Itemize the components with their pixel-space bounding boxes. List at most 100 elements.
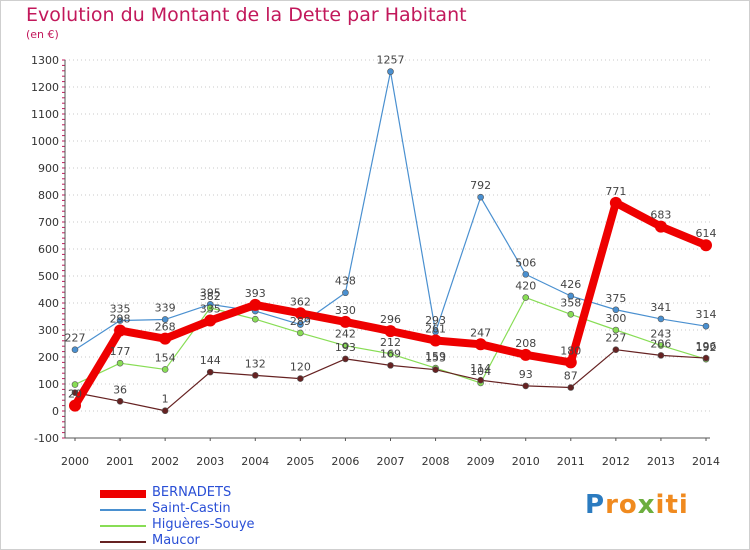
data-label: 330 — [335, 304, 356, 317]
chart-subtitle: (en €) — [26, 28, 59, 41]
data-label: 177 — [110, 345, 131, 358]
data-label: 208 — [515, 337, 536, 350]
data-point — [384, 325, 397, 338]
y-tick-label: 600 — [38, 243, 59, 256]
y-tick-label: 1200 — [31, 81, 59, 94]
data-point — [161, 316, 169, 323]
data-label: 771 — [605, 185, 626, 198]
data-point — [564, 356, 577, 369]
data-label: 36 — [113, 383, 127, 396]
y-tick-label: 900 — [38, 162, 59, 175]
data-label: 261 — [425, 323, 446, 336]
data-point — [654, 220, 667, 233]
y-tick-label: 700 — [38, 216, 59, 229]
data-point — [294, 307, 307, 320]
data-point — [657, 315, 665, 323]
data-point — [116, 397, 124, 405]
data-point — [567, 292, 575, 300]
x-tick-label: 2012 — [602, 455, 630, 468]
data-point — [159, 332, 172, 345]
legend-label: Maucor — [152, 533, 200, 548]
data-label: 506 — [515, 256, 536, 269]
data-point — [69, 399, 81, 412]
data-label: 314 — [696, 308, 717, 321]
legend-swatch — [100, 490, 146, 498]
y-tick-label: -100 — [34, 432, 59, 445]
x-tick-label: 2009 — [467, 455, 495, 468]
data-point — [700, 239, 712, 252]
legend-label: Saint-Castin — [152, 501, 231, 516]
y-tick-label: 1100 — [31, 108, 59, 121]
data-label: 193 — [335, 341, 356, 354]
x-tick-label: 2011 — [557, 455, 585, 468]
data-label: 289 — [290, 315, 311, 328]
x-tick-label: 2004 — [241, 455, 269, 468]
data-point — [567, 311, 575, 318]
data-label: 1 — [162, 393, 169, 406]
data-label: 154 — [155, 351, 176, 364]
x-tick-label: 2003 — [196, 455, 224, 468]
data-label: 247 — [470, 326, 491, 339]
data-label: 132 — [245, 357, 266, 370]
data-point — [116, 317, 124, 324]
data-label: 293 — [425, 314, 446, 327]
x-tick-label: 2000 — [61, 455, 89, 468]
data-point — [432, 366, 439, 373]
data-point — [657, 352, 665, 359]
data-label: 153 — [425, 352, 446, 365]
data-label: 335 — [110, 303, 131, 316]
data-point — [477, 376, 484, 384]
data-label: 358 — [560, 296, 581, 309]
data-label: 93 — [519, 368, 533, 381]
data-label: 375 — [605, 292, 626, 305]
data-point — [612, 346, 620, 354]
data-label: 169 — [380, 347, 401, 360]
data-label: 180 — [560, 344, 581, 357]
data-label: 227 — [65, 332, 86, 345]
data-point — [522, 382, 530, 390]
y-tick-label: 1000 — [31, 135, 59, 148]
data-point — [612, 306, 620, 314]
data-point — [161, 366, 169, 373]
data-label: 339 — [155, 301, 176, 314]
x-tick-label: 2008 — [422, 455, 450, 468]
data-point — [297, 375, 304, 382]
data-point — [249, 298, 262, 311]
legend-label: Higuères-Souye — [152, 517, 255, 532]
data-point — [429, 334, 442, 347]
y-tick-label: 400 — [38, 297, 59, 310]
data-label: 298 — [110, 313, 131, 326]
data-point — [474, 338, 487, 351]
x-tick-label: 2013 — [647, 455, 675, 468]
data-label: 792 — [470, 179, 491, 192]
data-point — [206, 368, 214, 376]
data-point — [567, 384, 575, 391]
data-point — [297, 329, 304, 337]
data-point — [657, 342, 665, 349]
data-point — [387, 362, 394, 369]
x-tick-label: 2002 — [151, 455, 179, 468]
y-tick-label: 800 — [38, 189, 59, 202]
data-label: 382 — [200, 290, 221, 303]
data-point — [71, 389, 79, 396]
data-point — [702, 322, 710, 330]
data-point — [387, 350, 394, 358]
data-label: 296 — [380, 313, 401, 326]
data-label: 192 — [696, 341, 717, 354]
data-point — [342, 289, 349, 297]
data-point — [519, 348, 532, 361]
x-tick-label: 2005 — [286, 455, 314, 468]
data-point — [116, 359, 124, 367]
data-point — [609, 196, 622, 209]
y-tick-label: 500 — [38, 270, 59, 283]
legend-swatch — [100, 541, 146, 543]
data-label: 120 — [290, 361, 311, 374]
data-point — [114, 324, 127, 337]
data-label: 196 — [696, 340, 717, 353]
data-label: 393 — [245, 287, 266, 300]
data-point — [342, 355, 349, 363]
data-point — [206, 304, 214, 312]
data-label: 438 — [335, 275, 356, 288]
data-point — [477, 193, 484, 201]
